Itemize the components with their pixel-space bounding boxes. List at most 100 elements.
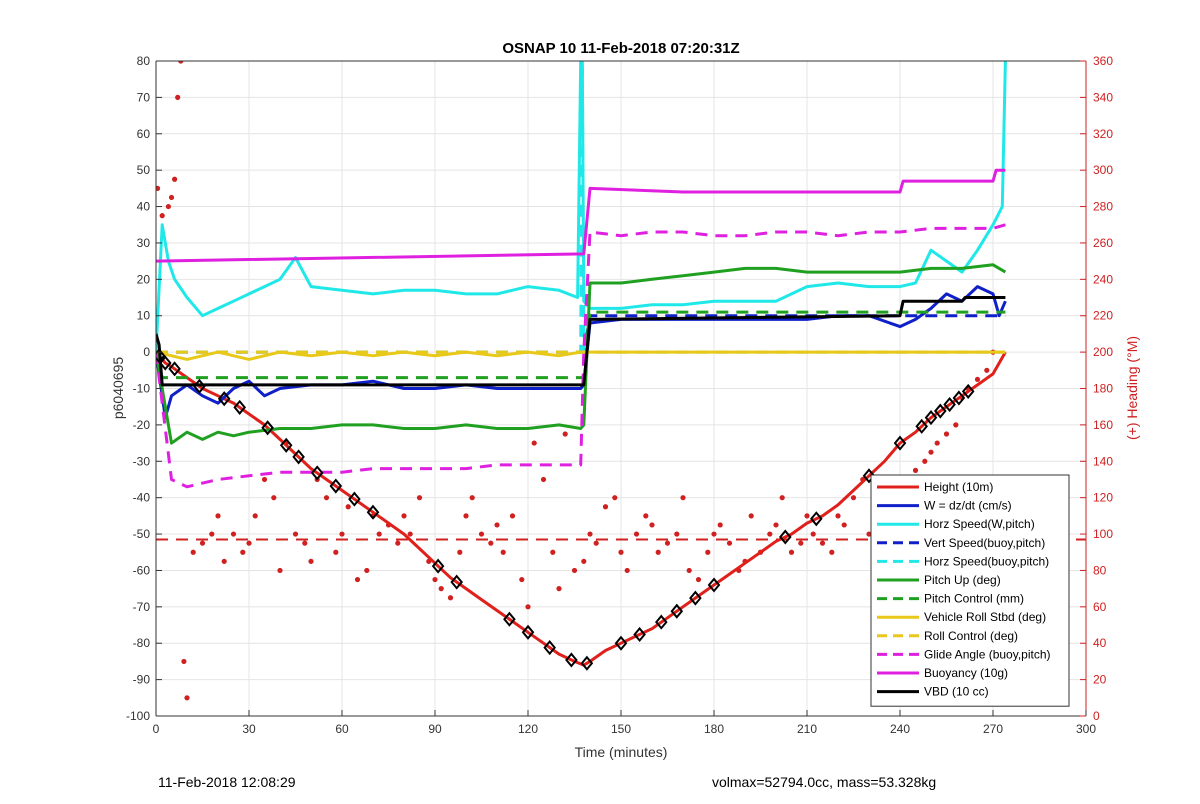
heading-point	[674, 531, 680, 537]
heading-point	[416, 495, 423, 501]
y2-axis-label: (+) Heading (°M)	[1124, 336, 1140, 440]
heading-point	[717, 522, 723, 528]
x-tick-label: 90	[428, 722, 442, 736]
height-marker	[915, 418, 929, 434]
series-line-9	[156, 223, 1006, 489]
height-marker	[961, 383, 975, 399]
heading-point	[695, 576, 702, 583]
heading-point	[401, 513, 407, 519]
y-tick-label: -90	[133, 673, 151, 687]
y-tick-label: 10	[137, 309, 151, 323]
heading-point	[500, 549, 506, 555]
y2-tick-label: 0	[1093, 709, 1100, 723]
heading-point	[165, 203, 171, 210]
y-tick-label: -40	[133, 491, 151, 505]
y2-tick-label: 20	[1093, 673, 1107, 687]
series-line-11	[156, 296, 1006, 387]
y-axis-label: p6040695	[110, 357, 126, 420]
y2-tick-label: 80	[1093, 563, 1107, 577]
height-marker	[543, 640, 557, 656]
heading-point	[184, 695, 190, 701]
y2-tick-label: 140	[1093, 454, 1113, 468]
heading-point	[175, 94, 181, 100]
height-marker	[654, 614, 668, 630]
y-tick-label: -30	[133, 454, 151, 468]
heading-point	[159, 213, 165, 219]
heading-point	[531, 440, 537, 446]
series-line-10	[156, 168, 1006, 263]
height-marker	[952, 390, 966, 406]
heading-point	[633, 531, 640, 537]
y-tick-label: -80	[133, 636, 151, 650]
heading-point	[804, 513, 810, 519]
legend-label-8: Roll Control (deg)	[924, 629, 1018, 643]
heading-point	[810, 531, 816, 537]
heading-point	[624, 567, 630, 574]
y2-tick-label: 280	[1093, 200, 1113, 214]
y-tick-label: 70	[137, 90, 151, 104]
y-tick-label: -70	[133, 600, 151, 614]
y-tick-label: 60	[137, 127, 151, 141]
heading-point	[215, 513, 221, 519]
y2-tick-label: 340	[1093, 90, 1113, 104]
heading-point	[680, 495, 686, 501]
heading-point	[664, 540, 671, 546]
heading-point	[469, 495, 475, 501]
y2-tick-label: 120	[1093, 491, 1113, 505]
heading-point	[748, 513, 754, 519]
height-marker	[893, 435, 907, 451]
heading-point	[432, 576, 438, 583]
height-marker	[292, 449, 305, 465]
heading-point	[581, 558, 587, 564]
heading-point	[292, 531, 299, 537]
heading-point	[928, 449, 934, 455]
heading-point	[457, 549, 463, 555]
legend-label-11: VBD (10 cc)	[924, 685, 989, 699]
heading-point	[943, 431, 950, 437]
heading-point	[934, 440, 940, 446]
x-tick-label: 60	[335, 722, 349, 736]
heading-point	[711, 531, 717, 537]
legend-label-2: Horz Speed(W,pitch)	[924, 517, 1035, 531]
heading-point	[190, 549, 196, 555]
height-marker	[862, 468, 876, 484]
legend-label-3: Vert Speed(buoy,pitch)	[924, 536, 1045, 550]
heading-point	[841, 522, 847, 528]
heading-point	[602, 504, 609, 510]
height-marker	[310, 465, 324, 481]
heading-point	[333, 549, 339, 555]
y2-tick-label: 200	[1093, 345, 1113, 359]
heading-point	[649, 522, 655, 528]
height-marker	[450, 574, 464, 590]
legend: Height (10m) W = dz/dt (cm/s) Horz Speed(W…	[870, 474, 1070, 707]
heading-point	[447, 595, 454, 601]
heading-point	[866, 531, 872, 537]
height-marker	[633, 626, 646, 643]
x-tick-label: 180	[704, 722, 724, 736]
heading-point	[788, 549, 795, 555]
x-tick-label: 150	[611, 722, 631, 736]
height-marker	[348, 491, 361, 507]
y2-tick-label: 60	[1093, 600, 1107, 614]
heading-point	[463, 513, 469, 519]
heading-point	[168, 194, 175, 201]
heading-point	[323, 495, 330, 501]
heading-point	[395, 540, 401, 546]
heading-point	[612, 495, 618, 501]
y2-tick-label: 180	[1093, 382, 1113, 396]
heading-point	[209, 531, 215, 537]
legend-label-9: Glide Angle (buoy,pitch)	[924, 647, 1051, 661]
y-tick-label: 80	[137, 54, 151, 68]
y-tick-label: -60	[133, 563, 151, 577]
heading-point	[364, 567, 370, 574]
y-tick-label: 20	[137, 272, 151, 286]
height-marker	[809, 511, 823, 527]
plot-area	[156, 61, 1086, 701]
height-marker	[670, 603, 684, 619]
height-marker	[778, 529, 792, 545]
legend-label-1: W = dz/dt (cm/s)	[924, 499, 1012, 513]
heading-point	[829, 549, 835, 555]
heading-point	[587, 531, 593, 537]
heading-point	[509, 513, 516, 519]
heading-point	[178, 61, 184, 64]
